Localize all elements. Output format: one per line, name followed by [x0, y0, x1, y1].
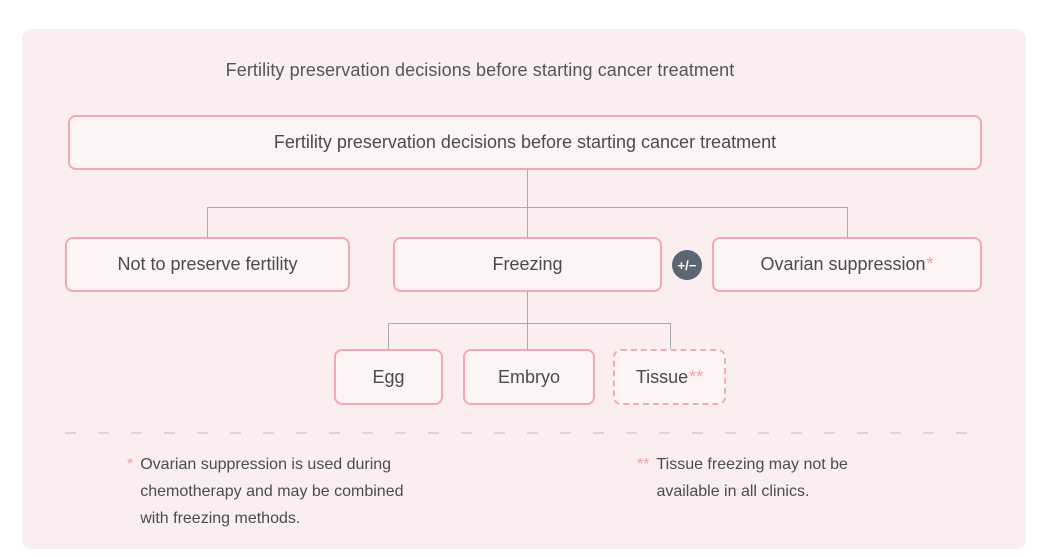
node-not-preserve: Not to preserve fertility: [65, 237, 350, 292]
footnote-ovarian-text: Ovarian suppression is used during chemo…: [140, 456, 404, 527]
footnote-marker-two: **: [689, 366, 704, 387]
connector-level1-drop-right: [847, 207, 848, 237]
dashed-divider: [65, 432, 980, 434]
node-freezing: Freezing: [393, 237, 662, 292]
connector-root-vertical: [527, 169, 528, 237]
connector-freezing-vertical: [527, 292, 528, 349]
connector-level1-horizontal: [207, 207, 848, 208]
node-root-label: Fertility preservation decisions before …: [273, 132, 777, 152]
connector-level2-drop-left: [388, 323, 389, 349]
footnote-tissue-marker: **: [637, 456, 650, 473]
plus-minus-badge-label: +/−: [677, 257, 697, 273]
node-not-preserve-label: Not to preserve fertility: [117, 254, 298, 274]
footnote-marker-one: *: [926, 254, 934, 274]
node-embryo-label: Embryo: [497, 366, 560, 387]
node-embryo: Embryo: [463, 349, 595, 405]
footnote-tissue: ** Tissue freezing may not be available …: [637, 451, 848, 505]
node-egg-label: Egg: [372, 366, 405, 387]
node-tissue: Tissue **: [613, 349, 726, 405]
connector-level2-drop-right: [670, 323, 671, 349]
node-root: Fertility preservation decisions before …: [68, 115, 982, 170]
diagram-title: Fertility preservation decisions before …: [225, 60, 735, 80]
node-ovarian-suppression: Ovarian suppression *: [712, 237, 982, 292]
connector-level2-horizontal: [388, 323, 671, 324]
footnote-tissue-text: Tissue freezing may not be available in …: [656, 456, 848, 500]
node-egg: Egg: [334, 349, 443, 405]
node-tissue-label: Tissue: [635, 366, 689, 387]
node-freezing-label: Freezing: [492, 254, 563, 274]
node-ovarian-suppression-label: Ovarian suppression: [760, 254, 926, 274]
plus-minus-badge: +/−: [672, 250, 702, 280]
footnote-ovarian-marker: *: [127, 456, 134, 473]
connector-level1-drop-left: [207, 207, 208, 237]
footnote-ovarian: * Ovarian suppression is used during che…: [127, 451, 404, 532]
